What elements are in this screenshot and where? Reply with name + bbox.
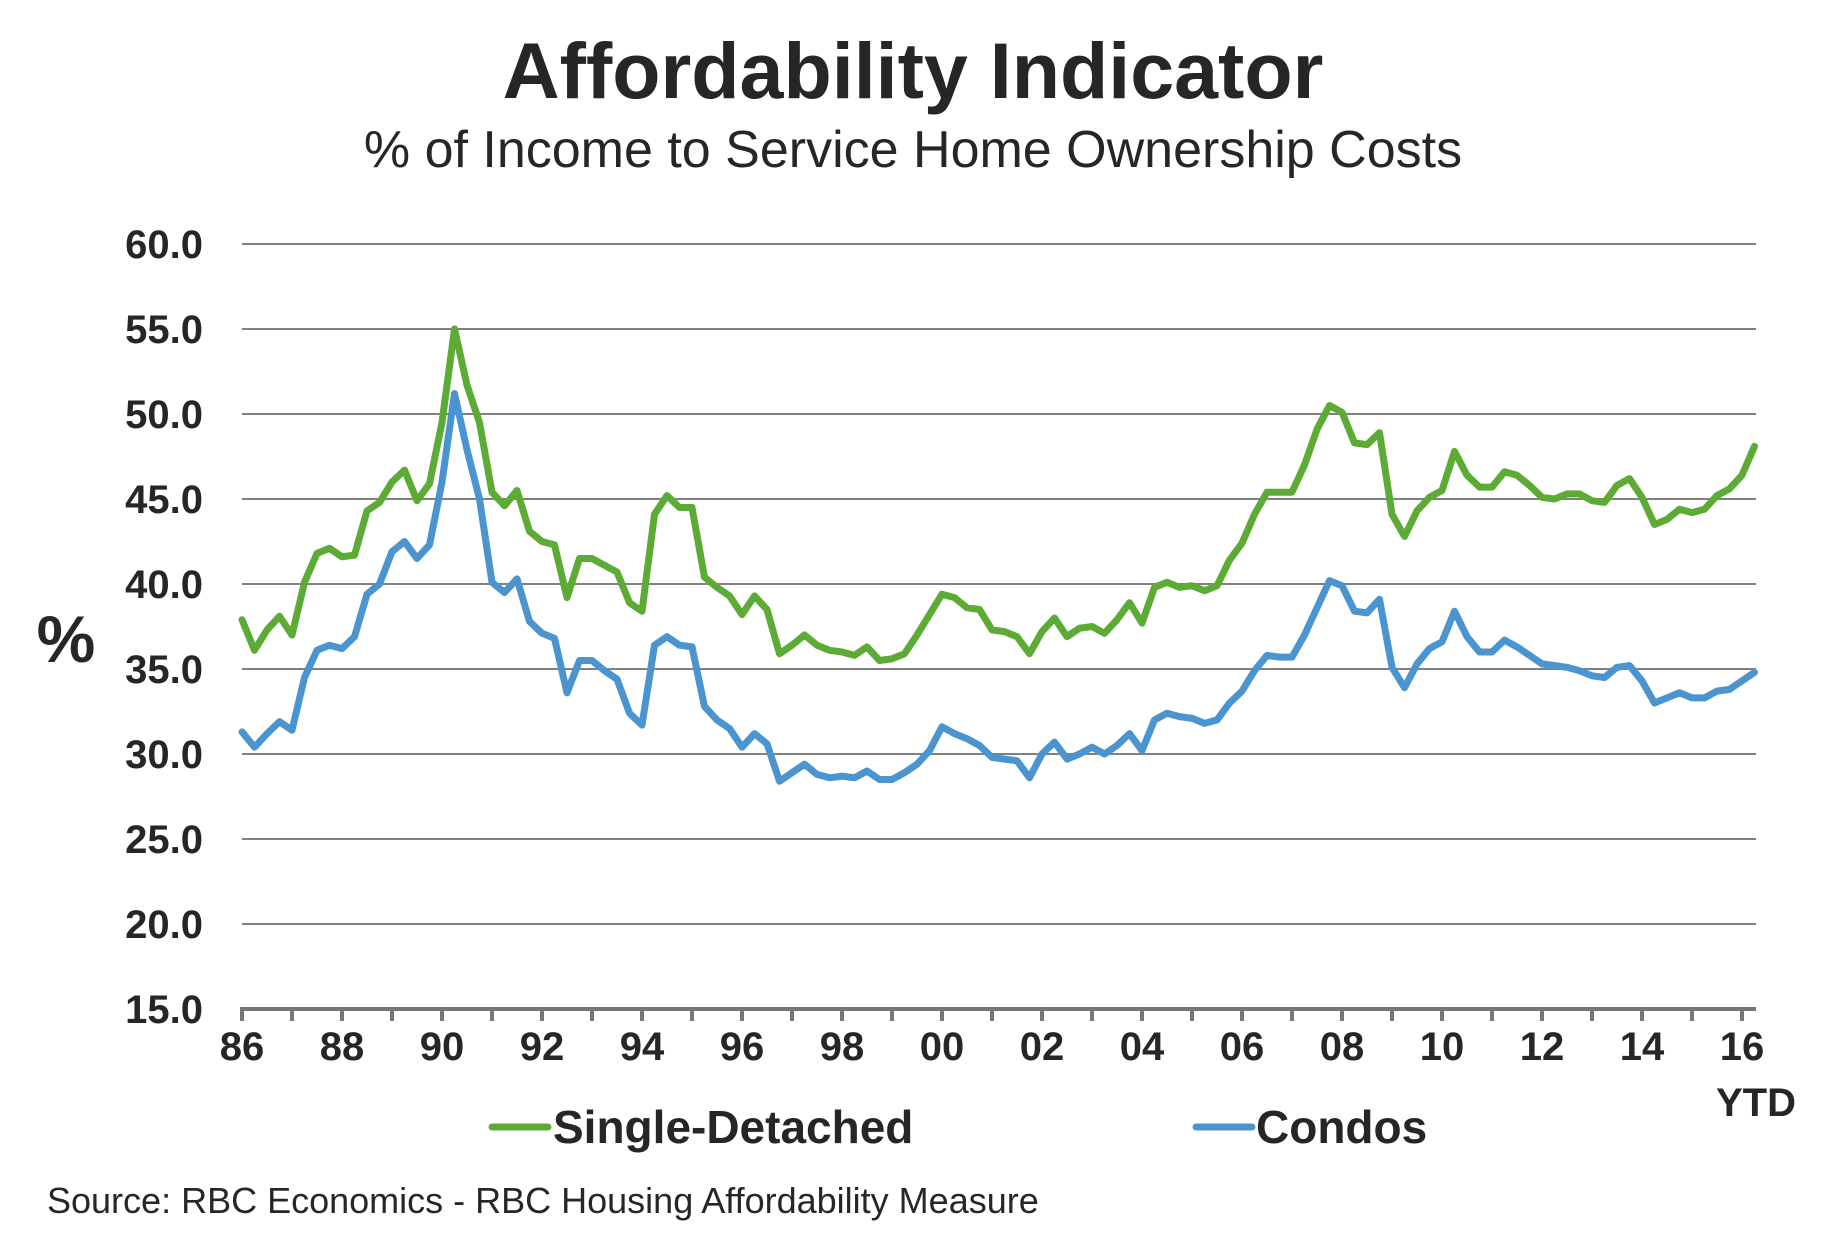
x-tick-label: 94 xyxy=(620,1025,665,1069)
legend: Single-Detached Condos xyxy=(488,1101,1427,1153)
x-tick-label: 86 xyxy=(220,1025,265,1069)
x-tick-label: 14 xyxy=(1620,1025,1665,1069)
x-tick-label: 98 xyxy=(820,1025,865,1069)
x-tick-label: 10 xyxy=(1420,1025,1465,1069)
source-note: Source: RBC Economics - RBC Housing Affo… xyxy=(47,1180,1039,1221)
y-axis-tick-labels: 15.0 20.0 25.0 30.0 35.0 40.0 45.0 50.0 55.0 60.0 xyxy=(125,223,203,1032)
legend-label-single-detached: Single-Detached xyxy=(553,1101,913,1153)
y-tick-label: 40.0 xyxy=(125,563,203,607)
chart-subtitle: % of Income to Service Home Ownership Co… xyxy=(364,121,1462,179)
x-tick-label: 00 xyxy=(920,1025,965,1069)
x-tick-label: 08 xyxy=(1320,1025,1365,1069)
x-tick-label: 90 xyxy=(420,1025,465,1069)
chart-title: Affordability Indicator xyxy=(503,26,1324,115)
x-tick-label: 96 xyxy=(720,1025,765,1069)
x-axis xyxy=(240,1007,1756,1021)
x-tick-label: 88 xyxy=(320,1025,365,1069)
legend-label-condos: Condos xyxy=(1256,1101,1427,1153)
y-tick-label: 60.0 xyxy=(125,223,203,267)
gridlines xyxy=(242,243,1756,925)
series-single-detached xyxy=(238,325,1758,664)
y-tick-label: 55.0 xyxy=(125,308,203,352)
y-tick-label: 50.0 xyxy=(125,393,203,437)
x-tick-label: 92 xyxy=(520,1025,565,1069)
x-tick-label: 06 xyxy=(1220,1025,1265,1069)
x-tick-label: 12 xyxy=(1520,1025,1565,1069)
series-line-single-detached xyxy=(238,325,1758,664)
y-tick-label: 25.0 xyxy=(125,818,203,862)
y-tick-label: 15.0 xyxy=(125,988,203,1032)
y-axis-label: % xyxy=(37,602,96,676)
y-tick-label: 20.0 xyxy=(125,903,203,947)
y-tick-label: 30.0 xyxy=(125,733,203,777)
legend-item-single-detached: Single-Detached xyxy=(488,1101,913,1153)
x-tick-label: 04 xyxy=(1120,1025,1165,1069)
y-tick-label: 45.0 xyxy=(125,478,203,522)
series-line-condos xyxy=(238,390,1758,785)
x-axis-tick-labels: 86 88 90 92 94 96 98 00 02 04 06 08 10 12 14 16 xyxy=(220,1025,1765,1069)
series-condos xyxy=(238,390,1758,785)
x-tick-label: 02 xyxy=(1020,1025,1065,1069)
x-tick-label: 16 xyxy=(1720,1025,1765,1069)
y-tick-label: 35.0 xyxy=(125,648,203,692)
legend-item-condos: Condos xyxy=(1192,1101,1427,1153)
series-lines xyxy=(238,325,1758,785)
x-axis-ytd-note: YTD xyxy=(1716,1081,1796,1125)
